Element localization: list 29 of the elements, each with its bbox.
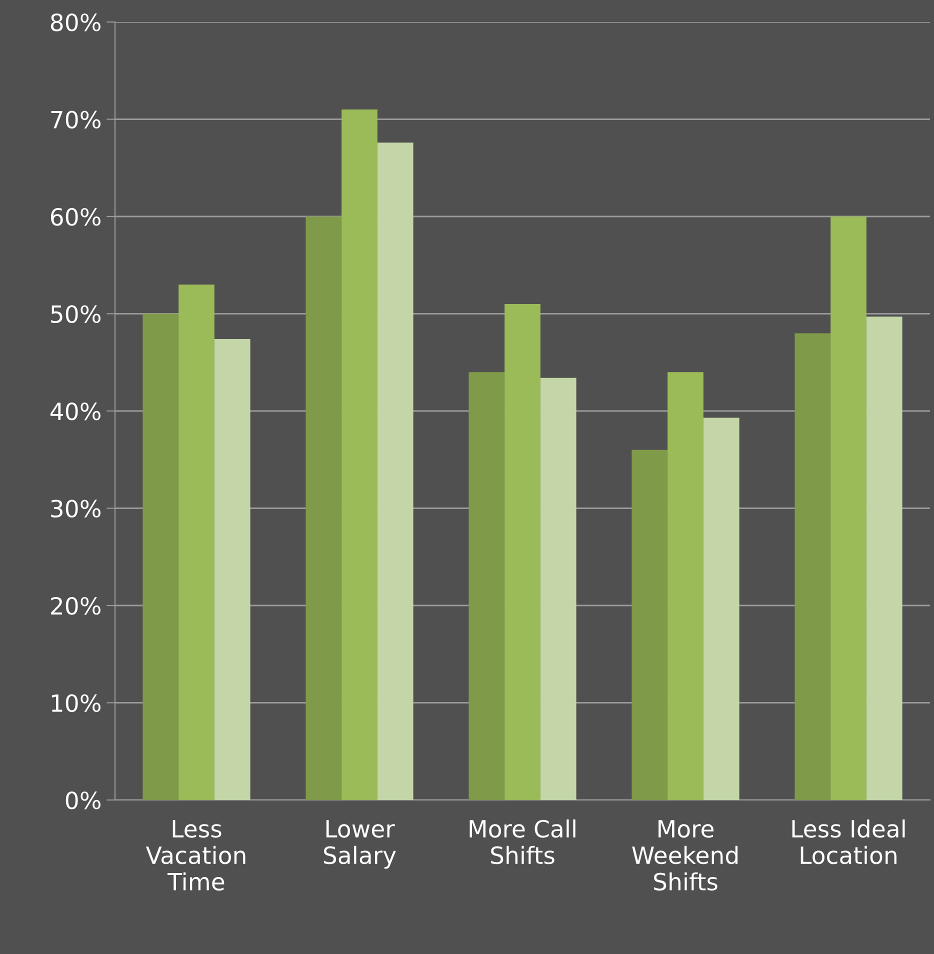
y-tick-label: 30% — [51, 500, 100, 518]
y-tick-label: 40% — [50, 402, 100, 420]
bar — [468, 372, 505, 800]
bar — [794, 333, 831, 800]
bar — [866, 316, 902, 800]
bar — [342, 110, 378, 800]
y-tick-label: 50% — [51, 305, 100, 324]
bar — [214, 339, 250, 800]
y-tick-label: 20% — [51, 596, 100, 615]
y-tick-label: 0% — [66, 791, 101, 810]
x-tick-label: Less Vacation Time — [146, 820, 246, 891]
bar — [830, 216, 866, 800]
bar — [142, 314, 179, 800]
y-tick-label: 60% — [50, 208, 100, 226]
bar — [306, 216, 342, 800]
x-tick-label: More Weekend Shifts — [632, 820, 738, 891]
bar — [540, 378, 576, 800]
bar — [703, 418, 740, 800]
x-tick-label: Lower Salary — [324, 820, 396, 869]
bar — [668, 372, 704, 800]
bar — [377, 142, 414, 800]
bar — [178, 284, 214, 800]
x-tick-label: More Call Shifts — [470, 819, 576, 864]
bar — [504, 304, 540, 800]
x-tick-label: Less Ideal Location — [792, 819, 905, 864]
y-tick-label: 70% — [51, 110, 100, 129]
y-tick-label: 10% — [52, 694, 100, 712]
y-tick-label: 80% — [50, 13, 100, 32]
bar — [632, 450, 668, 800]
